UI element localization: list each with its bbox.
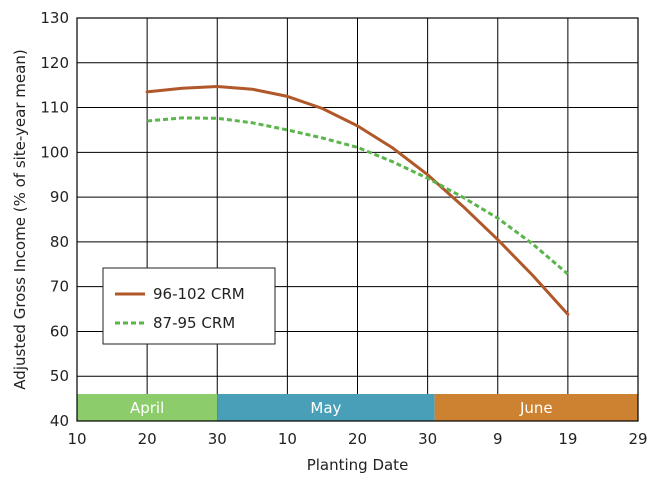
month-label-june: June (519, 399, 553, 417)
series-line-96-102-crm (145, 85, 570, 316)
x-tick-label: 30 (418, 430, 437, 448)
x-axis: 10 20 30 10 20 30 9 19 29 (67, 430, 647, 448)
x-tick-label: 19 (558, 430, 577, 448)
legend-label-96-102-crm: 96-102 CRM (153, 285, 245, 303)
x-tick-label: 29 (628, 430, 647, 448)
x-tick-label: 20 (138, 430, 157, 448)
x-tick-label: 10 (278, 430, 297, 448)
x-tick-label: 10 (67, 430, 86, 448)
y-tick-label: 80 (50, 233, 69, 251)
legend-label-87-95-crm: 87-95 CRM (153, 314, 235, 332)
legend-box (102, 267, 276, 345)
y-tick-label: 120 (40, 54, 69, 72)
y-tick-label: 100 (40, 143, 69, 161)
y-tick-label: 70 (50, 278, 69, 296)
grid (76, 17, 639, 422)
month-label-april: April (130, 399, 164, 417)
month-band-june (434, 394, 638, 421)
legend: 96-102 CRM 87-95 CRM (102, 267, 276, 345)
x-axis-title: Planting Date (307, 456, 409, 474)
y-tick-label: 50 (50, 367, 69, 385)
y-axis-title: Adjusted Gross Income (% of site-year me… (11, 49, 29, 389)
y-tick-label: 60 (50, 322, 69, 340)
x-tick-label: 20 (348, 430, 367, 448)
month-band-may (217, 394, 435, 421)
y-tick-label: 40 (50, 412, 69, 430)
y-tick-label: 110 (40, 99, 69, 117)
y-tick-label: 130 (40, 9, 69, 27)
series-layer (145, 85, 570, 316)
plot-border (76, 17, 639, 422)
y-axis: 40 50 60 70 80 90 100 110 120 130 (40, 9, 69, 430)
month-label-may: May (310, 399, 341, 417)
x-tick-label: 30 (208, 430, 227, 448)
series-line-87-95-crm (146, 116, 569, 276)
x-tick-label: 9 (493, 430, 503, 448)
y-tick-label: 90 (50, 188, 69, 206)
month-bars: April May June (77, 394, 638, 421)
month-band-april (77, 394, 218, 421)
